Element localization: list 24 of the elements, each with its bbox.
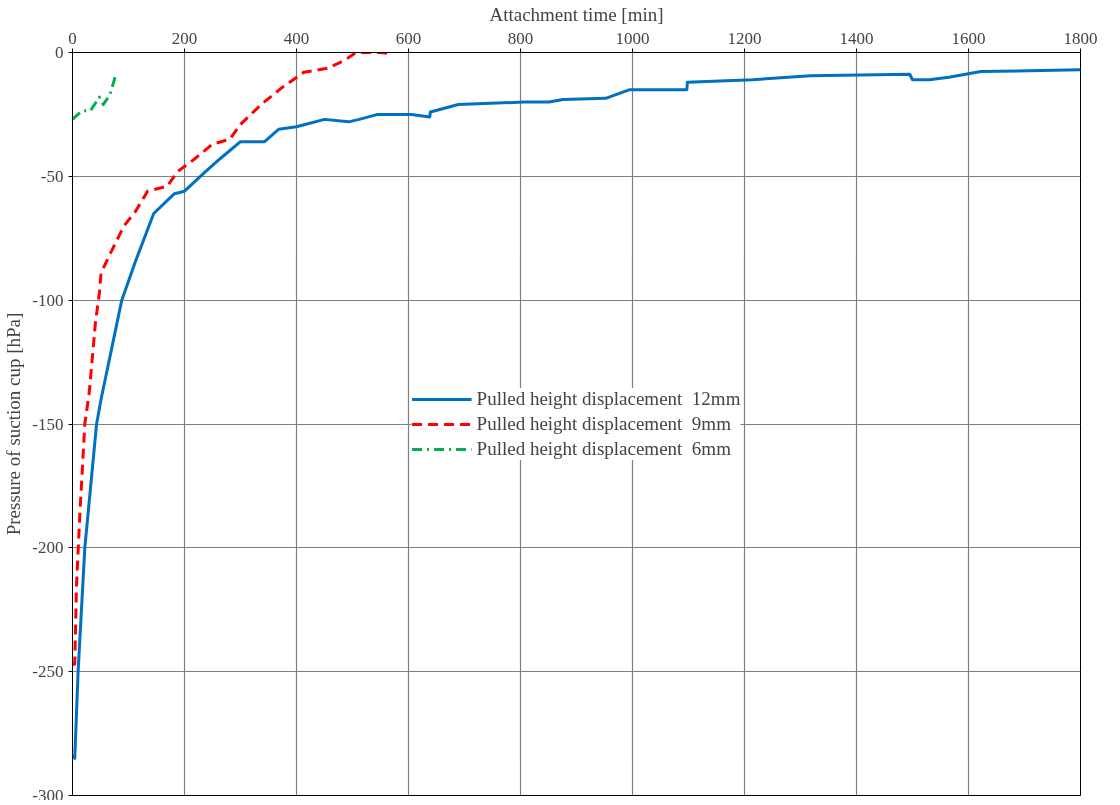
y-tick-label: 0 <box>55 43 64 62</box>
line-series <box>72 75 117 121</box>
line-series <box>72 68 1081 760</box>
x-tick-label: 1800 <box>1063 28 1098 48</box>
x-tick-label: 1200 <box>727 28 762 48</box>
x-axis-title: Attachment time [min] <box>489 3 664 25</box>
legend-label: Pulled height displacement 12mm <box>476 387 741 410</box>
y-tick-label: -50 <box>40 166 64 186</box>
x-tick-label: 1600 <box>951 28 986 48</box>
y-tick-label: -150 <box>32 414 64 434</box>
y-axis-title: Pressure of suction cup [hPa] <box>3 312 25 536</box>
x-tick-label: 1000 <box>615 28 650 48</box>
x-tick-label: 600 <box>395 28 422 48</box>
x-tick-label: 800 <box>507 28 534 48</box>
x-tick-label: 200 <box>171 28 198 48</box>
legend-label: Pulled height displacement 6mm <box>476 437 731 460</box>
x-tick-label: 400 <box>283 28 310 48</box>
y-tick-label: -300 <box>32 785 64 805</box>
x-tick-label: 1400 <box>839 28 874 48</box>
legend-label: Pulled height displacement 9mm <box>476 412 731 435</box>
y-tick-label: -100 <box>32 290 64 310</box>
y-tick-label: -250 <box>32 662 64 682</box>
y-tick-label: -200 <box>32 538 64 558</box>
x-tick-label: 0 <box>68 28 77 48</box>
